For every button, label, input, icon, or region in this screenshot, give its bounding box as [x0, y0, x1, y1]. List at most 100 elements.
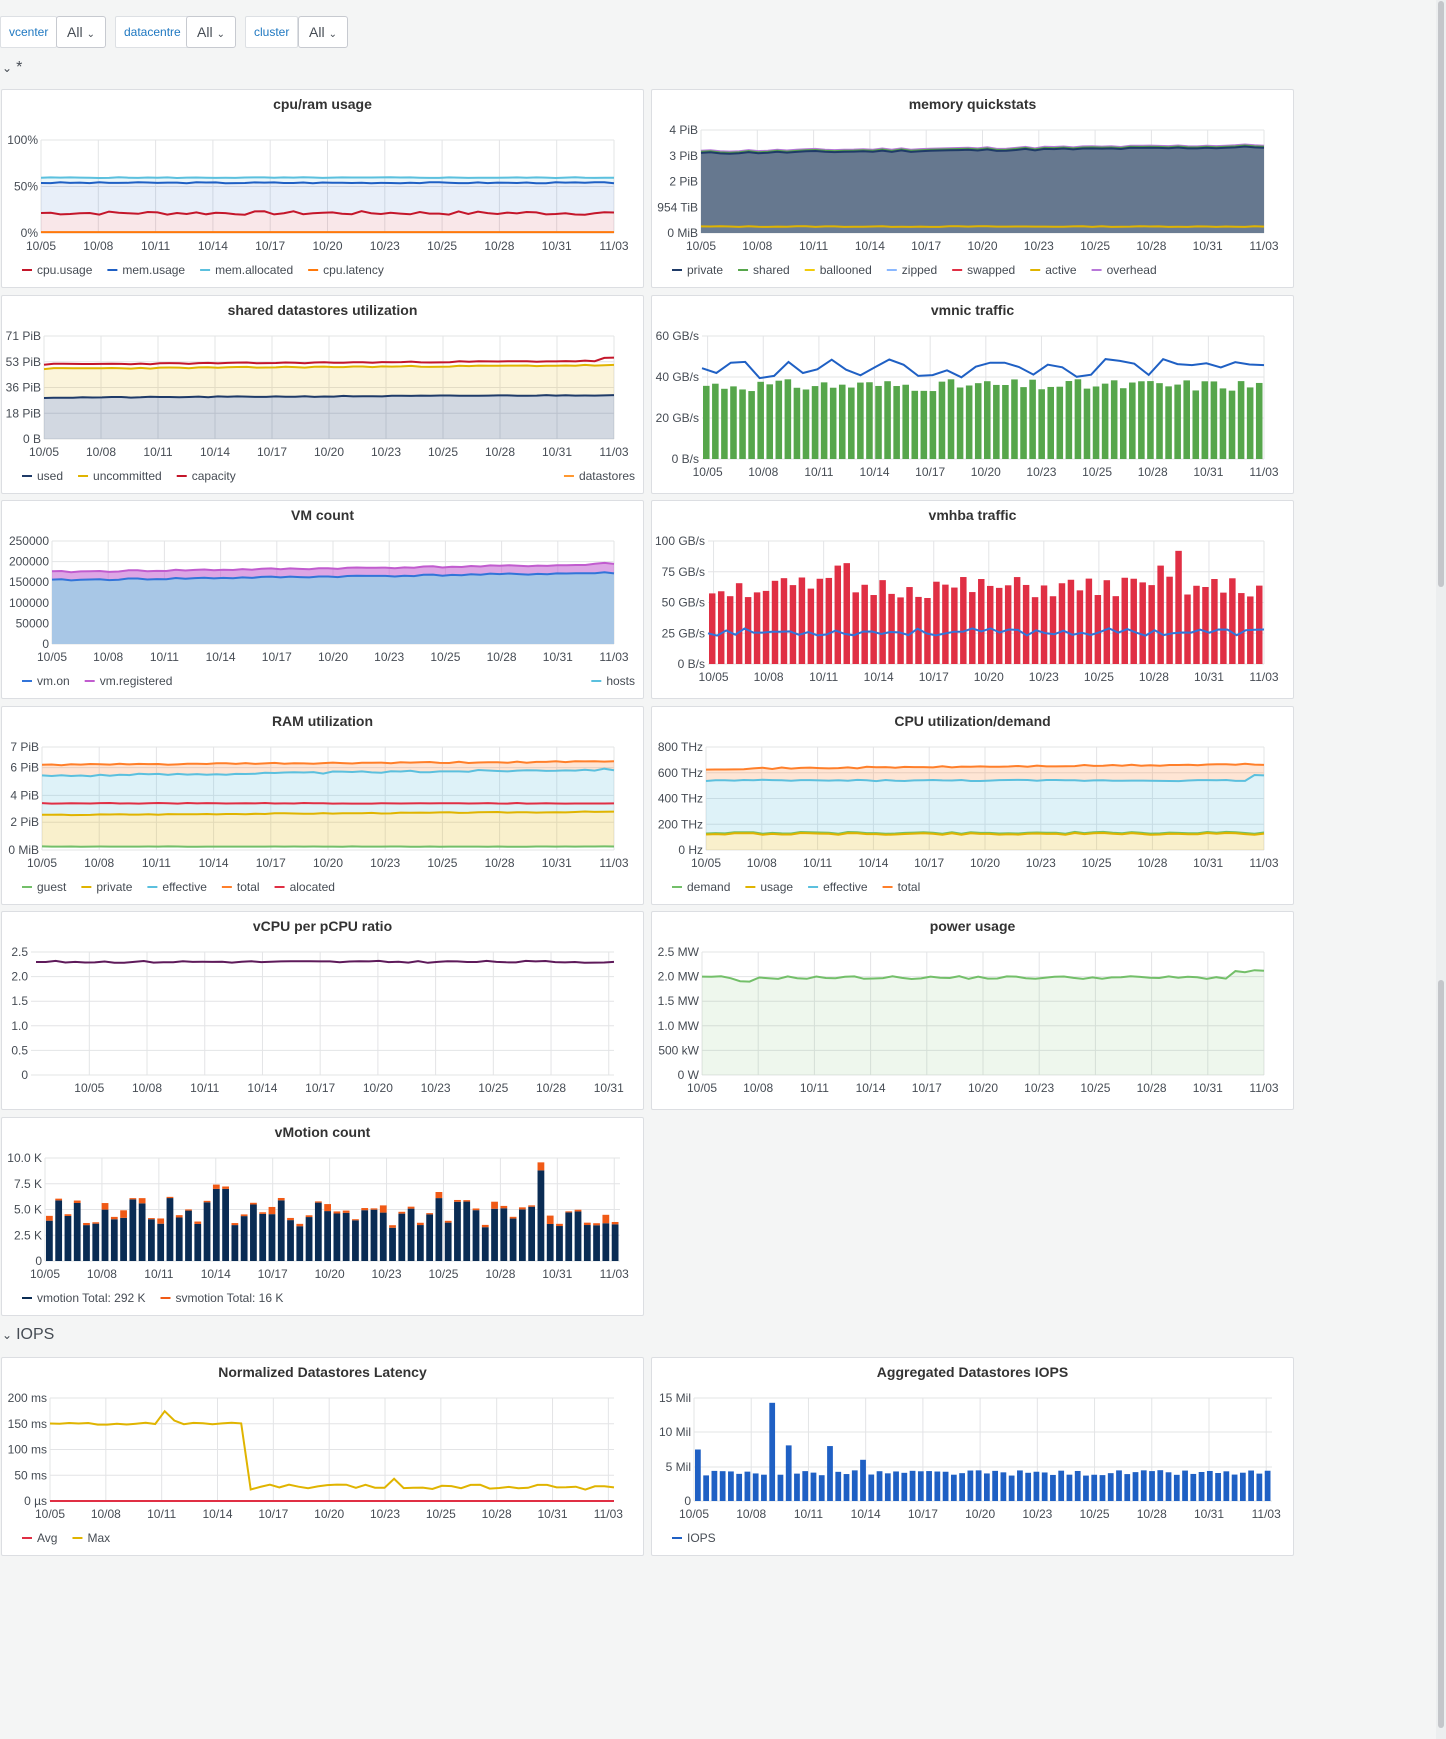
svmotion-bar [138, 1198, 146, 1204]
private-area [42, 811, 614, 847]
legend-item: usage [760, 880, 793, 894]
x-tick-label: 10/28 [536, 1081, 566, 1095]
iops-bar [711, 1470, 718, 1501]
svmotion-bar [287, 1217, 294, 1221]
y-tick-label: 250000 [9, 534, 49, 548]
iops-bar [926, 1471, 932, 1501]
vmotion-bar [324, 1211, 331, 1261]
effective-line [41, 767, 615, 778]
scroll-thumb-top[interactable] [1438, 1, 1444, 587]
legend-item: used [37, 469, 63, 483]
var-label-cluster[interactable]: cluster [245, 16, 299, 48]
x-tick-label: 11/03 [1249, 856, 1278, 870]
svmotion-bar [352, 1219, 359, 1221]
legend-item: private [687, 263, 723, 277]
effective-line [705, 773, 1265, 783]
vmhba-bar [960, 577, 967, 664]
y-tick-label: 0 [42, 637, 49, 651]
vmotion-bar [175, 1217, 183, 1261]
vmnic-bar [1110, 380, 1118, 459]
svmotion-bar [120, 1210, 127, 1218]
vmnic-bar [811, 386, 819, 459]
panel-shared-datastores[interactable]: shared datastores utilization 0 B 18 PiB 36… [1, 295, 644, 494]
panel-datastore-latency[interactable]: Normalized Datastores Latency 0 µs 50 ms 10… [1, 1357, 644, 1556]
vcenter-select[interactable]: All ⌄ [56, 16, 106, 48]
vmotion-bar [565, 1212, 573, 1261]
cpu-usage-line [40, 210, 615, 216]
iops-bar [1107, 1473, 1114, 1501]
iops-bar [769, 1402, 776, 1501]
cpu-usage-area [41, 211, 614, 233]
x-tick-label: 10/08 [742, 239, 772, 253]
x-tick-label: 10/28 [487, 650, 517, 664]
vmhba-bar [834, 565, 842, 664]
capacity-line [43, 356, 615, 366]
panel-power-usage[interactable]: power usage 0 W 500 kW 1.0 MW 1.5 MW 2.0 MW 2.… [651, 911, 1294, 1110]
legend-item: capacity [192, 469, 236, 483]
vmotion-bar [352, 1220, 359, 1261]
vm-registered-line [51, 561, 615, 574]
panel-vmnic-traffic[interactable]: vmnic traffic 0 B/s 20 GB/s 40 GB/s 60 GB/s 1… [651, 295, 1294, 494]
vmotion-bar [120, 1217, 127, 1261]
panel-memory-quickstats[interactable]: memory quickstats 0 MiB 954 TiB 2 PiB 3 PiB 4… [651, 89, 1294, 288]
vmhba-bar [951, 587, 958, 664]
panel-ram-utilization[interactable]: RAM utilization 0 MiB 2 PiB 4 PiB 6 PiB 7 PiB… [1, 706, 644, 905]
panel-vmotion-count[interactable]: vMotion count 0 2.5 K 5.0 K 7.5 K 10.0 K 10/05… [1, 1117, 644, 1316]
x-tick-label: 10/08 [93, 650, 123, 664]
x-tick-label: 10/23 [374, 650, 404, 664]
x-tick-label: 10/20 [312, 239, 342, 253]
vmhba-bar [1067, 579, 1075, 664]
panel-title: vmnic traffic [930, 302, 1015, 318]
datacentre-select[interactable]: All ⌄ [186, 16, 236, 48]
panel-title: vmhba traffic [928, 507, 1017, 523]
vmotion-bar [426, 1214, 434, 1261]
row-title-main: * [16, 59, 23, 76]
x-tick-label: 11/03 [599, 650, 628, 664]
cluster-select[interactable]: All ⌄ [298, 16, 348, 48]
vmotion-bar [444, 1222, 452, 1261]
vmhba-bar [1175, 550, 1182, 664]
y-tick-label: 71 PiB [6, 329, 41, 343]
vmnic-bar [866, 382, 873, 459]
var-label-datacentre[interactable]: datacentre [115, 16, 190, 48]
y-tick-label: 50000 [16, 616, 50, 630]
iops-bar [1157, 1470, 1164, 1501]
x-tick-label: 10/25 [426, 1507, 456, 1521]
svmotion-bar [83, 1222, 90, 1226]
x-tick-label: 10/11 [809, 670, 838, 684]
x-tick-label: 10/23 [370, 1507, 400, 1521]
legend-item: total [237, 880, 260, 894]
row-header-iops[interactable]: ⌄ IOPS [2, 1326, 54, 1344]
vmnic-bar [1029, 379, 1036, 459]
legend-item: uncommitted [93, 469, 162, 483]
vmnic-bar [829, 387, 837, 459]
x-tick-label: 10/23 [370, 239, 400, 253]
panel-vmhba-traffic[interactable]: vmhba traffic 0 B/s 25 GB/s 50 GB/s 75 GB/s 1… [651, 500, 1294, 699]
panel-title: RAM utilization [271, 713, 374, 729]
scroll-thumb-bottom[interactable] [1438, 980, 1444, 1728]
vmhba-bar [1103, 580, 1111, 664]
panel-cpu-utilization[interactable]: CPU utilization/demand 0 Hz 200 THz 400 THz… [651, 706, 1294, 905]
iops-bar [1256, 1473, 1263, 1501]
vmnic-bar [1165, 386, 1172, 459]
iops-bar [777, 1474, 784, 1501]
panel-vcpu-ratio[interactable]: vCPU per pCPU ratio 0 0.5 1.0 1.5 2.0 2.5 10/05… [1, 911, 644, 1110]
row-header-main[interactable]: ⌄ * [2, 59, 22, 77]
vmotion-bar [287, 1220, 294, 1261]
vmotion-bar [268, 1214, 276, 1261]
scrollbar[interactable] [1436, 0, 1446, 1739]
panel-cpu-ram-usage[interactable]: cpu/ram usage 0% 50% 100% 10/05 10/08 10/11 10/… [1, 89, 644, 288]
x-tick-label: 10/20 [315, 1267, 345, 1281]
var-label-vcenter[interactable]: vcenter [0, 16, 58, 48]
panel-datastore-iops[interactable]: Aggregated Datastores IOPS 0 5 Mil 10 Mil 15… [651, 1357, 1294, 1556]
legend-item: shared [753, 263, 790, 277]
x-tick-label: 10/20 [970, 856, 1000, 870]
y-tick-label: 1.5 MW [658, 994, 700, 1008]
svmotion-bar [426, 1213, 434, 1215]
chart-svg: 0 W 500 kW 1.0 MW 1.5 MW 2.0 MW 2.5 MW 10/05 10… [658, 945, 1279, 1095]
vmhba-bar [1094, 595, 1102, 664]
panel-vm-count[interactable]: VM count 0 50000 100000 150000 200000 250000 10… [1, 500, 644, 699]
vmnic-bar [766, 384, 774, 459]
vmnic-bar [757, 381, 764, 459]
legend-item: demand [687, 880, 730, 894]
